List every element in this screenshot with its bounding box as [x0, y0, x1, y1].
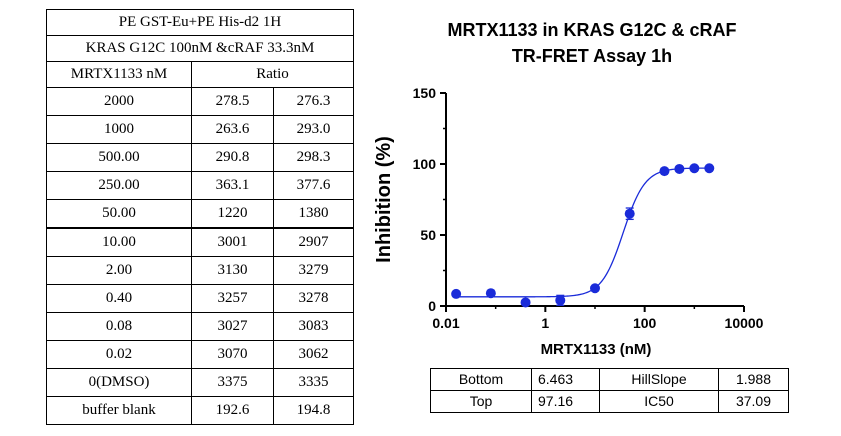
y-tick-label: 50 [420, 227, 436, 243]
ic50-value: 37.09 [718, 390, 789, 413]
table-row: 10.00 3001 2907 [46, 227, 354, 257]
concentration-cell: 10.00 [46, 227, 192, 257]
y-tick-label: 150 [413, 85, 437, 101]
concentration-cell: 0(DMSO) [46, 368, 192, 397]
table-header-line2: KRAS G12C 100nM &cRAF 33.3nM [46, 35, 354, 62]
concentration-cell: 500.00 [46, 143, 192, 172]
column-header-concentration: MRTX1133 nM [46, 61, 192, 88]
table-row: 0(DMSO) 3375 3335 [46, 368, 354, 397]
ratio-replicate-1-cell: 278.5 [191, 87, 274, 116]
ratio-replicate-2-cell: 298.3 [273, 143, 354, 172]
ratio-data-table: PE GST-Eu+PE His-d2 1H KRAS G12C 100nM &… [46, 9, 354, 425]
table-row: 250.00 363.1 377.6 [46, 171, 354, 200]
table-row: 1000 263.6 293.0 [46, 115, 354, 144]
x-axis-label: MRTX1133 (nM) [541, 341, 652, 358]
table-row: 0.40 3257 3278 [46, 284, 354, 313]
data-point [451, 288, 462, 299]
concentration-cell: buffer blank [46, 396, 192, 425]
y-tick-label: 100 [413, 156, 437, 172]
y-axis-label: Inhibition (%) [373, 136, 395, 263]
column-header-ratio: Ratio [191, 61, 354, 88]
ratio-replicate-1-cell: 3257 [191, 284, 274, 313]
ratio-replicate-1-cell: 1220 [191, 199, 274, 229]
table-row: 2000 278.5 276.3 [46, 87, 354, 116]
concentration-cell: 0.08 [46, 312, 192, 341]
data-point [555, 295, 566, 306]
concentration-cell: 250.00 [46, 171, 192, 200]
data-point [704, 163, 715, 174]
concentration-cell: 0.02 [46, 340, 192, 369]
y-tick-label: 0 [428, 298, 436, 314]
bottom-value: 6.463 [531, 368, 600, 391]
table-row: 500.00 290.8 298.3 [46, 143, 354, 172]
concentration-cell: 50.00 [46, 199, 192, 229]
data-point [590, 283, 600, 294]
x-tick-label: 100 [633, 315, 657, 331]
ratio-replicate-1-cell: 3027 [191, 312, 274, 341]
concentration-cell: 0.40 [46, 284, 192, 313]
ratio-replicate-1-cell: 363.1 [191, 171, 274, 200]
ratio-replicate-2-cell: 3062 [273, 340, 354, 369]
chart-title-line2: TR-FRET Assay 1h [512, 46, 672, 66]
x-tick-label: 10000 [725, 315, 764, 331]
ratio-replicate-2-cell: 3279 [273, 256, 354, 285]
top-label: Top [430, 390, 532, 413]
fit-parameters-table: Bottom 6.463 HillSlope 1.988 Top 97.16 I… [430, 368, 789, 413]
ratio-replicate-2-cell: 3083 [273, 312, 354, 341]
dose-response-chart: MRTX1133 in KRAS G12C & cRAF TR-FRET Ass… [373, 20, 764, 358]
table-row: buffer blank 192.6 194.8 [46, 396, 354, 425]
hillslope-value: 1.988 [718, 368, 789, 391]
data-point [659, 166, 670, 177]
concentration-cell: 1000 [46, 115, 192, 144]
data-point [689, 163, 700, 174]
ratio-replicate-1-cell: 192.6 [191, 396, 274, 425]
x-tick-label: 0.01 [432, 315, 459, 331]
ratio-replicate-1-cell: 290.8 [191, 143, 274, 172]
data-point [520, 297, 531, 308]
hillslope-label: HillSlope [599, 368, 719, 391]
bottom-label: Bottom [430, 368, 532, 391]
ratio-replicate-2-cell: 377.6 [273, 171, 354, 200]
ratio-replicate-2-cell: 3278 [273, 284, 354, 313]
ratio-replicate-1-cell: 3070 [191, 340, 274, 369]
table-row: 50.00 1220 1380 [46, 199, 354, 229]
ratio-replicate-1-cell: 3130 [191, 256, 274, 285]
ratio-replicate-2-cell: 194.8 [273, 396, 354, 425]
table-row: 0.08 3027 3083 [46, 312, 354, 341]
ratio-replicate-1-cell: 263.6 [191, 115, 274, 144]
ic50-label: IC50 [599, 390, 719, 413]
table-row: 2.00 3130 3279 [46, 256, 354, 285]
ratio-replicate-2-cell: 276.3 [273, 87, 354, 116]
table-row: 0.02 3070 3062 [46, 340, 354, 369]
top-value: 97.16 [531, 390, 600, 413]
ratio-replicate-2-cell: 293.0 [273, 115, 354, 144]
ratio-replicate-2-cell: 2907 [273, 227, 354, 257]
ratio-replicate-1-cell: 3375 [191, 368, 274, 397]
ratio-replicate-2-cell: 3335 [273, 368, 354, 397]
fit-curve [456, 167, 710, 298]
data-point [624, 208, 635, 219]
x-tick-label: 1 [541, 315, 549, 331]
ratio-replicate-1-cell: 3001 [191, 227, 274, 257]
ratio-replicate-2-cell: 1380 [273, 199, 354, 229]
table-header-line1: PE GST-Eu+PE His-d2 1H [46, 9, 354, 36]
data-point [485, 288, 496, 299]
chart-title-line1: MRTX1133 in KRAS G12C & cRAF [447, 20, 736, 40]
data-point [674, 163, 685, 174]
concentration-cell: 2000 [46, 87, 192, 116]
concentration-cell: 2.00 [46, 256, 192, 285]
